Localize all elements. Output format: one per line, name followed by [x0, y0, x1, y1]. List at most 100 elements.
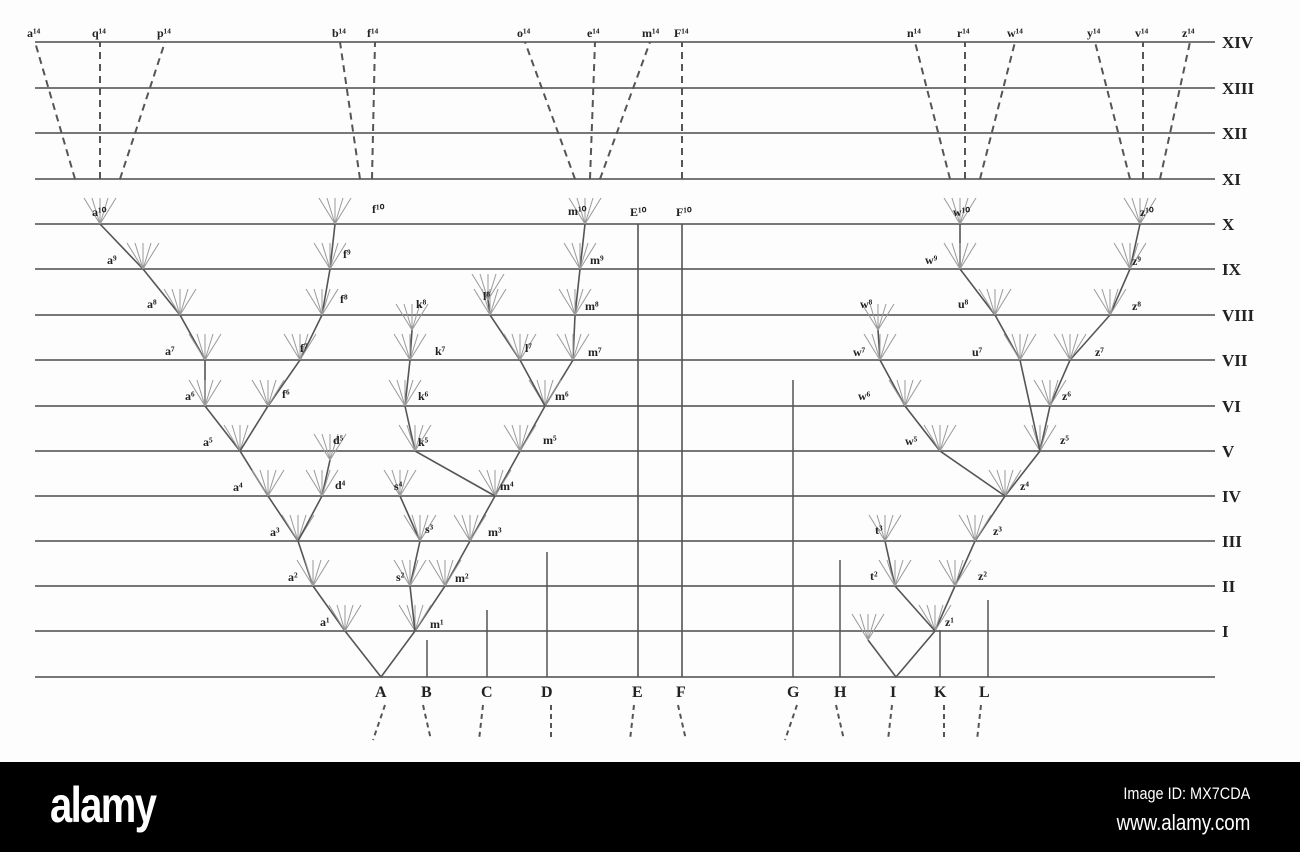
lineage-branch: [487, 299, 546, 407]
variety-fan-line: [584, 197, 594, 225]
top-species-label: m¹⁴: [642, 26, 660, 40]
variety-fan-line: [884, 514, 902, 542]
variety-fan-line: [344, 604, 354, 632]
variety-fan-line: [1131, 197, 1141, 225]
variety-fan-line: [996, 469, 1006, 497]
node-label: m⁵: [543, 433, 557, 447]
variety-fan-line: [861, 303, 879, 331]
variety-fan-line: [267, 469, 277, 497]
variety-fan-line: [471, 273, 489, 301]
variety-fan-line: [939, 424, 957, 452]
variety-fan-line: [334, 197, 352, 225]
alamy-logo: alamy: [50, 777, 157, 833]
variety-fan-line: [544, 379, 562, 407]
variety-fan-line: [414, 424, 432, 452]
variety-fan-line: [231, 424, 241, 452]
level-label: XII: [1222, 124, 1248, 143]
variety-fan-line: [894, 559, 904, 587]
variety-fan-line: [574, 288, 584, 316]
node-label: l⁷: [525, 341, 532, 355]
variety-fan-line: [1069, 333, 1087, 361]
variety-fan-line: [142, 242, 160, 270]
variety-fan-line: [479, 273, 489, 301]
variety-fan-line: [406, 424, 416, 452]
level-label: XIII: [1222, 79, 1255, 98]
node-label: m⁷: [588, 345, 602, 359]
variety-fan-line: [334, 197, 344, 225]
variety-fan-line: [503, 333, 521, 361]
variety-fan-line: [312, 559, 330, 587]
variety-fan-line: [868, 514, 886, 542]
lineage-branch: [877, 329, 1006, 497]
variety-fan-line: [409, 333, 427, 361]
variety-fan-line: [411, 303, 421, 331]
descendant-dashed-line: [599, 41, 651, 180]
variety-fan-line: [579, 242, 589, 270]
top-species-label: o¹⁴: [517, 26, 531, 40]
top-species-label: f¹⁴: [367, 26, 379, 40]
variety-fan-line: [894, 559, 912, 587]
variety-fan-line: [296, 559, 314, 587]
level-label: IX: [1222, 260, 1242, 279]
variety-fan-line: [487, 273, 505, 301]
node-label: f¹⁰: [372, 202, 385, 216]
variety-fan-line: [398, 604, 416, 632]
level-label: IV: [1222, 487, 1242, 506]
variety-fan-line: [918, 604, 936, 632]
variety-fan-line: [1121, 242, 1131, 270]
variety-fan-line: [511, 333, 521, 361]
variety-fan-line: [403, 514, 421, 542]
variety-fan-line: [994, 288, 1004, 316]
variety-fan-line: [954, 559, 964, 587]
variety-fan-line: [344, 604, 362, 632]
variety-fan-line: [572, 333, 590, 361]
variety-fan-line: [283, 333, 301, 361]
variety-fan-line: [163, 288, 181, 316]
node-label: s⁴: [394, 479, 403, 493]
lineage-branch: [297, 459, 331, 542]
variety-fan-line: [1129, 242, 1139, 270]
variety-fan-line: [204, 379, 214, 407]
descendant-dashed-line: [979, 41, 1016, 180]
variety-fan-line: [978, 288, 996, 316]
variety-fan-line: [1109, 288, 1127, 316]
variety-fan-line: [934, 604, 944, 632]
variety-fan-line: [494, 469, 512, 497]
variety-fan-line: [1123, 197, 1141, 225]
variety-fan-line: [329, 242, 347, 270]
variety-fan-line: [904, 379, 914, 407]
node-label: u⁷: [972, 345, 983, 359]
variety-fan-line: [99, 197, 117, 225]
variety-fan-line: [519, 424, 529, 452]
variety-fan-line: [494, 469, 504, 497]
descendant-dashed-line: [119, 41, 166, 180]
species-label: H: [834, 684, 847, 701]
variety-fan-line: [576, 197, 586, 225]
variety-fan-line: [572, 333, 582, 361]
variety-fan-line: [878, 559, 896, 587]
variety-fan-line: [399, 469, 409, 497]
variety-fan-line: [404, 379, 422, 407]
node-label: z³: [993, 524, 1002, 538]
variety-fan-line: [1053, 333, 1071, 361]
node-label: l⁸: [483, 289, 490, 303]
variety-fan-line: [938, 559, 956, 587]
variety-fan-line: [126, 242, 144, 270]
variety-fan-line: [188, 333, 206, 361]
variety-fan-line: [411, 514, 421, 542]
variety-fan-line: [1049, 379, 1059, 407]
variety-fan-line: [436, 559, 446, 587]
variety-fan-line: [939, 424, 949, 452]
node-label: m²: [455, 571, 469, 585]
variety-fan-line: [951, 197, 961, 225]
node-label: z⁶: [1062, 389, 1071, 403]
variety-fan-line: [401, 333, 411, 361]
node-label: z⁵: [1060, 433, 1069, 447]
variety-fan-line: [1093, 288, 1111, 316]
variety-fan-line: [568, 197, 586, 225]
node-label: s³: [425, 522, 434, 536]
variety-fan-line: [994, 288, 1012, 316]
variety-fan-line: [519, 424, 537, 452]
variety-fan-line: [299, 333, 317, 361]
ancestral-dashed-line: [372, 704, 386, 741]
